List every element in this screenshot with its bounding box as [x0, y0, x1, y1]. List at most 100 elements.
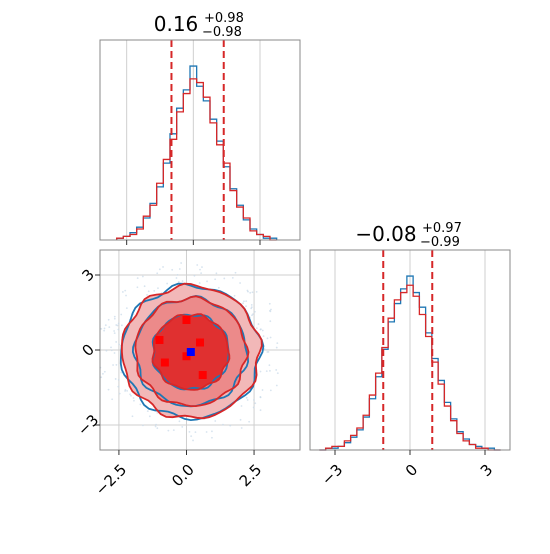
- scatter-point: [217, 286, 220, 289]
- scatter-point: [141, 275, 144, 278]
- scatter-point: [215, 272, 218, 275]
- hist-series-blue: [319, 275, 501, 451]
- scatter-point: [248, 420, 251, 423]
- hist-bin-red-14: [210, 123, 217, 240]
- hist-bin-red-15: [217, 145, 224, 240]
- hist-bin-red-10: [183, 94, 190, 240]
- hist-bin-red-4: [143, 216, 150, 240]
- scatter-point: [156, 272, 159, 275]
- scatter-point: [181, 280, 184, 282]
- scatter-point: [125, 307, 128, 310]
- scatter-point: [176, 273, 179, 276]
- red-marker-0: [182, 316, 191, 324]
- hist-bin-blue-15: [217, 141, 224, 240]
- hist-bin-red-13: [203, 97, 210, 240]
- scatter-point: [269, 310, 272, 313]
- panel-frame: [99, 39, 301, 241]
- scatter-point: [261, 389, 264, 391]
- scatter-point: [158, 268, 161, 271]
- scatter-point: [167, 429, 170, 432]
- scatter-point: [245, 300, 248, 303]
- top-histogram-panel: [99, 39, 301, 245]
- scatter-point: [243, 300, 245, 303]
- right-hist-title: −0.08: [355, 222, 416, 246]
- hist-bin-blue-14: [210, 119, 217, 240]
- hist-bin-red-20: [444, 406, 450, 450]
- hist-series-blue: [116, 65, 278, 240]
- scatter-point: [118, 343, 121, 346]
- scatter-point: [249, 291, 252, 294]
- hist-bin-red-19: [438, 384, 444, 450]
- scatter-point: [269, 336, 272, 339]
- hist-bin-blue-5: [150, 203, 157, 240]
- scatter-point: [108, 326, 111, 328]
- scatter-point: [245, 305, 247, 308]
- contour-line-red-inner: [151, 313, 231, 391]
- scatter-point: [190, 435, 193, 438]
- scatter-point: [132, 397, 135, 399]
- hist-bin-red-2: [130, 235, 137, 240]
- hist-bin-blue-17: [230, 189, 237, 240]
- hist-bin-blue-24: [469, 445, 475, 450]
- scatter-point: [110, 346, 112, 349]
- hist-bin-red-6: [357, 428, 363, 450]
- scatter-point: [125, 294, 127, 297]
- scatter-point: [157, 287, 159, 290]
- scatter-point: [114, 378, 117, 380]
- scatter-point: [262, 335, 265, 338]
- scatter-point: [193, 274, 196, 277]
- hist-bin-red-19: [243, 218, 250, 240]
- scatter-point: [233, 294, 236, 297]
- scatter-point: [166, 282, 169, 285]
- scatter-point: [268, 364, 271, 367]
- hist-bin-blue-20: [444, 402, 450, 450]
- scatter-point: [247, 290, 249, 293]
- scatter-point: [129, 393, 131, 396]
- scatter-point: [104, 324, 107, 327]
- hist-bin-blue-21: [451, 419, 457, 450]
- scatter-point: [275, 369, 278, 371]
- hist-bin-blue-2: [130, 233, 137, 240]
- scatter-point: [255, 327, 258, 330]
- scatter-point: [198, 282, 201, 284]
- scatter-point: [139, 403, 142, 406]
- hist-bin-blue-6: [357, 430, 363, 450]
- scatter-point: [120, 371, 123, 374]
- red-marker-1: [155, 336, 164, 344]
- scatter-point: [113, 352, 116, 354]
- scatter-point: [234, 271, 237, 274]
- scatter-point: [162, 266, 164, 268]
- hist-bin-blue-22: [457, 432, 463, 450]
- scatter-point: [245, 396, 248, 399]
- scatter-point: [113, 317, 116, 320]
- hist-bin-blue-5: [351, 437, 357, 450]
- scatter-point: [254, 402, 257, 405]
- hist-bin-red-16: [419, 315, 425, 450]
- scatter-point: [178, 420, 181, 423]
- scatter-point: [146, 410, 149, 413]
- scatter-point: [240, 427, 243, 429]
- scatter-point: [180, 262, 183, 264]
- hist-bin-red-15: [413, 296, 419, 450]
- hist-bin-red-6: [157, 183, 164, 240]
- scatter-point: [156, 427, 159, 430]
- scatter-point: [275, 346, 278, 349]
- x-tick-label-0: −3: [318, 461, 346, 489]
- scatter-point: [257, 323, 260, 325]
- scatter-point: [242, 302, 244, 305]
- scatter-point: [252, 406, 255, 409]
- scatter-point: [231, 276, 234, 279]
- scatter-point: [259, 409, 262, 412]
- scatter-point: [254, 310, 256, 313]
- scatter-point: [259, 396, 262, 399]
- scatter-point: [110, 349, 113, 352]
- scatter-point: [270, 308, 272, 311]
- scatter-point: [201, 266, 203, 268]
- hist-bin-blue-13: [401, 289, 407, 450]
- red-marker-2: [196, 338, 204, 347]
- scatter-point: [199, 268, 201, 271]
- x-tick-label-2: 3: [477, 461, 496, 480]
- scatter-point: [117, 378, 120, 381]
- scatter-point: [251, 291, 254, 294]
- scatter-point: [117, 328, 120, 331]
